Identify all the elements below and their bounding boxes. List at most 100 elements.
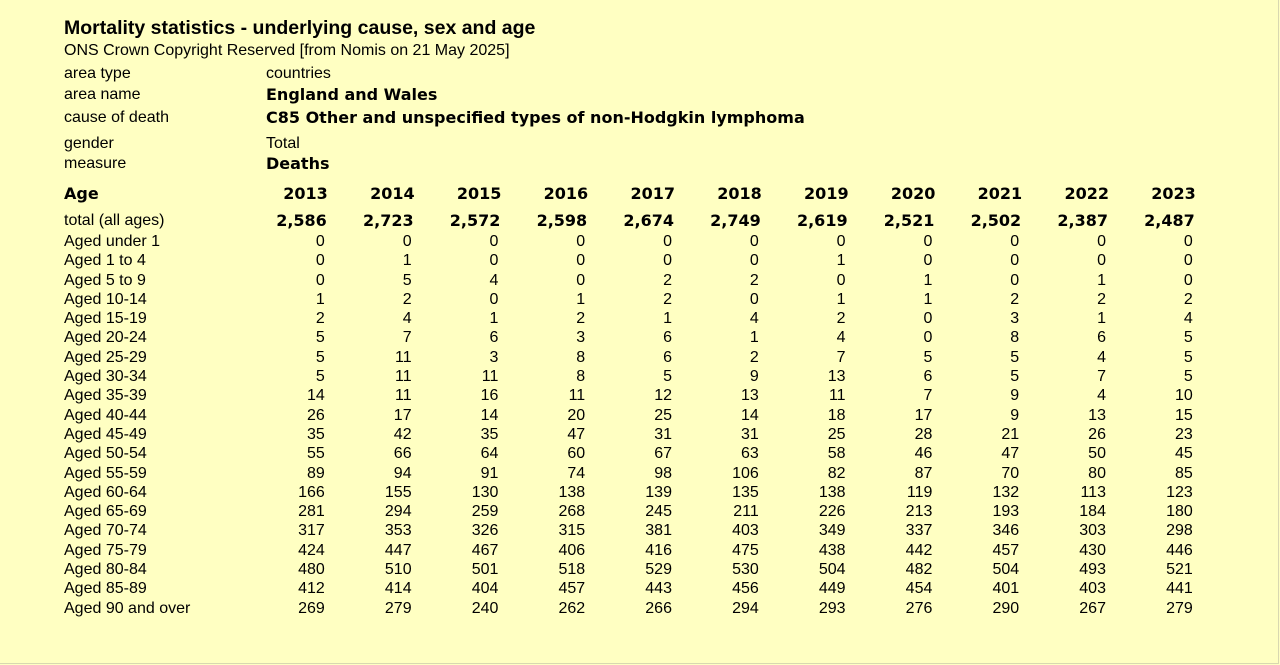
cell-value: 1: [576, 290, 586, 308]
cell-value: 317: [298, 522, 325, 540]
total-row: total (all ages) 2,586 2,723 2,572 2,598 2,67…: [60, 209, 1199, 232]
cell-value: 1: [923, 290, 933, 308]
cell-value: 58: [827, 445, 846, 463]
source-line: ONS Crown Copyright Reserved [from Nomis…: [64, 42, 510, 59]
row-label: Aged 50-54: [64, 445, 147, 463]
cell-value: 6: [923, 368, 933, 386]
cell-value: 381: [645, 522, 672, 540]
cell-value: 2: [749, 271, 759, 289]
year-header: 2018: [678, 179, 765, 209]
cell-value: 23: [1174, 425, 1193, 443]
table-row: Aged 15-19 2 4 1 2 1 4 2 0 3 1 4: [60, 309, 1199, 328]
cell-value: 7: [923, 387, 933, 405]
cell-value: 2,387: [1057, 210, 1108, 230]
cell-value: 0: [923, 310, 933, 328]
table-row: Aged 1 to 4 0 1 0 0 0 0 1 0 0 0 0: [60, 251, 1199, 270]
row-label: Aged 55-59: [64, 464, 147, 482]
meta-value: England and Wales: [266, 85, 438, 104]
year-label: 2015: [456, 184, 502, 204]
table-row: Aged 25-29 5 11 3 8 6 2 7 5 5 4 5: [60, 348, 1199, 367]
year-header: 2021: [938, 179, 1025, 209]
cell-value: 0: [489, 252, 499, 270]
cell-value: 0: [489, 233, 499, 250]
cell-value: 290: [992, 599, 1020, 617]
table-row: Aged 45-49 35 42 35 47 31 31 25 28 21 26 23: [60, 425, 1199, 444]
cell-value: 5: [1183, 368, 1193, 386]
cell-value: 2,598: [536, 210, 588, 230]
cell-value: 262: [558, 599, 586, 617]
cell-value: 31: [654, 425, 672, 443]
cell-value: 454: [905, 580, 933, 598]
cell-value: 91: [480, 464, 499, 482]
cell-value: 0: [402, 233, 412, 250]
row-label: Aged 30-34: [64, 368, 147, 386]
row-label: Aged under 1: [64, 233, 161, 250]
cell-value: 226: [818, 503, 846, 521]
cell-value: 0: [749, 290, 759, 308]
cell-value: 0: [315, 252, 325, 270]
table-body: total (all ages) 2,586 2,723 2,572 2,598 2,67…: [60, 209, 1199, 618]
cell-value: 1: [663, 310, 672, 328]
cell-value: 504: [992, 561, 1020, 579]
year-label: 2019: [804, 184, 849, 204]
cell-value: 1: [1097, 310, 1106, 328]
cell-value: 3: [1010, 310, 1020, 328]
cell-value: 0: [749, 252, 759, 270]
cell-value: 0: [923, 233, 933, 250]
cell-value: 2: [315, 310, 325, 328]
cell-value: 2: [749, 348, 759, 366]
cell-value: 4: [402, 310, 412, 328]
cell-value: 8: [576, 348, 586, 366]
cell-value: 123: [1166, 483, 1193, 501]
cell-value: 315: [558, 522, 586, 540]
year-header: 2023: [1112, 179, 1199, 209]
cell-value: 46: [914, 445, 933, 463]
cell-value: 89: [307, 464, 325, 482]
year-header: 2019: [765, 179, 852, 209]
cell-value: 279: [1166, 599, 1193, 617]
cell-value: 1: [749, 329, 759, 347]
cell-value: 0: [836, 271, 846, 289]
cell-value: 2,487: [1144, 210, 1195, 230]
page-title: Mortality statistics - underlying cause,…: [64, 17, 536, 39]
cell-value: 0: [923, 252, 933, 270]
cell-value: 0: [315, 271, 325, 289]
cell-value: 6: [663, 329, 672, 347]
cell-value: 9: [749, 368, 759, 386]
cell-value: 138: [558, 483, 586, 501]
cell-value: 0: [663, 252, 672, 270]
cell-value: 180: [1166, 503, 1193, 521]
cell-value: 430: [1079, 541, 1106, 559]
cell-value: 276: [905, 599, 933, 617]
cell-value: 294: [732, 599, 759, 617]
cell-value: 501: [471, 561, 499, 579]
table-row: Aged 75-79 424 447 467 406 416 475 438 442 457 430…: [60, 541, 1199, 560]
cell-value: 8: [576, 368, 586, 386]
meta-value: countries: [266, 65, 331, 82]
table-row: Aged 20-24 5 7 6 3 6 1 4 0 8 6 5: [60, 328, 1199, 347]
cell-value: 0: [1010, 233, 1020, 250]
cell-value: 3: [576, 329, 586, 347]
meta-value: C85 Other and unspecified types of non-H…: [266, 108, 805, 127]
cell-value: 4: [749, 310, 759, 328]
cell-value: 0: [923, 329, 933, 347]
cell-value: 35: [480, 425, 499, 443]
cell-value: 406: [558, 541, 586, 559]
cell-value: 21: [1001, 425, 1020, 443]
meta-label: cause of death: [64, 109, 169, 126]
cell-value: 446: [1166, 541, 1193, 559]
cell-value: 0: [576, 252, 586, 270]
cell-value: 66: [393, 445, 412, 463]
year-label: 2020: [890, 184, 936, 204]
cell-value: 2,619: [796, 210, 848, 230]
cell-value: 4: [836, 329, 846, 347]
cell-value: 14: [480, 406, 499, 424]
table-row: Aged 70-74 317 353 326 315 381 403 349 337 346 303…: [60, 521, 1199, 540]
cell-value: 6: [1097, 329, 1106, 347]
cell-value: 11: [394, 368, 412, 386]
cell-value: 13: [740, 387, 759, 405]
cell-value: 5: [402, 271, 412, 289]
cell-value: 2,572: [449, 210, 501, 230]
cell-value: 457: [558, 580, 586, 598]
row-label: Aged 10-14: [64, 290, 147, 308]
